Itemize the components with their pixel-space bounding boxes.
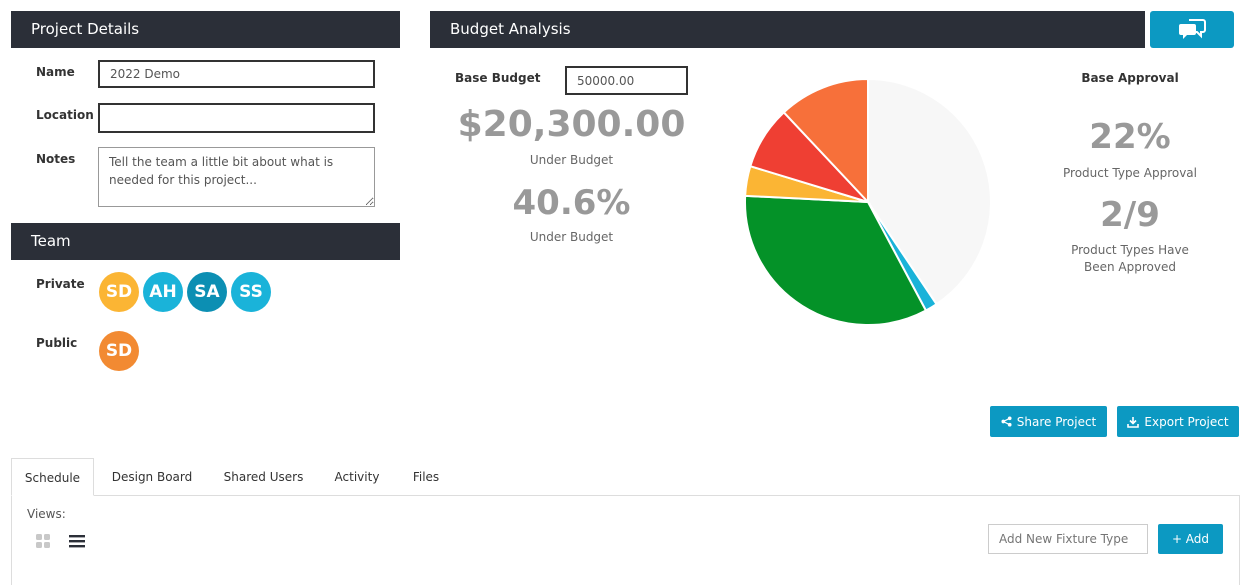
team-title: Team [31,232,71,250]
team-header: Team [11,223,400,260]
private-label: Private [36,277,85,291]
share-project-button[interactable]: Share Project [990,406,1107,437]
tab-shared-users[interactable]: Shared Users [212,458,315,496]
tab-files-label: Files [412,470,440,484]
add-fixture-type-input[interactable] [988,524,1148,554]
approval-ratio: 2/9 [1100,195,1160,235]
under-budget-amount: $20,300.00 [457,104,686,145]
views-label: Views: [27,507,66,521]
tab-content-panel [11,495,1240,585]
notes-label: Notes [36,152,76,166]
chat-bubbles-icon [1179,18,1206,39]
add-fixture-label: + Add [1171,532,1210,546]
under-budget-amount-label: Under Budget [529,153,614,167]
approval-percent-label: Product Type Approval [1063,166,1197,180]
notes-textarea[interactable]: Tell the team a little bit about what is… [98,147,375,207]
approval-ratio-label-line2: Been Approved [1084,260,1176,274]
grid-view-icon [36,534,50,548]
public-avatar-sd[interactable]: SD [99,331,139,371]
base-budget-label: Base Budget [455,71,541,85]
tab-shared-users-label: Shared Users [223,470,304,484]
download-icon [1127,416,1140,428]
export-project-label: Export Project [1144,414,1229,429]
project-details-header: Project Details [11,11,400,48]
budget-pie-chart [744,77,992,326]
pie-slice-5 [782,77,869,205]
pie-slice-0 [867,77,992,306]
tab-schedule-label: Schedule [24,471,81,485]
tab-schedule[interactable]: Schedule [11,458,94,496]
grid-view-toggle[interactable] [35,533,51,549]
name-label: Name [36,65,75,79]
private-avatar-sd[interactable]: SD [99,272,139,312]
public-label: Public [36,336,78,350]
tab-activity-label: Activity [334,470,380,484]
pie-slice-2 [744,194,928,326]
base-budget-input[interactable] [565,66,688,95]
share-project-label: Share Project [1016,414,1097,429]
list-view-toggle[interactable] [68,533,86,549]
name-input[interactable] [98,60,375,88]
list-view-icon [69,535,85,548]
add-fixture-button[interactable]: + Add [1158,524,1223,554]
private-avatar-ss[interactable]: SS [231,272,271,312]
project-details-title: Project Details [31,20,140,38]
under-budget-percent-label: Under Budget [529,230,614,244]
share-icon [1001,416,1012,427]
base-approval-title: Base Approval [1081,71,1179,85]
tab-design-board-label: Design Board [111,470,193,484]
private-avatar-ah[interactable]: AH [143,272,183,312]
tab-files[interactable]: Files [398,458,454,496]
approval-percent: 22% [1089,117,1171,157]
location-input[interactable] [98,103,375,133]
private-avatar-sa[interactable]: SA [187,272,227,312]
chat-button[interactable] [1150,11,1234,48]
approval-ratio-label-line1: Product Types Have [1071,243,1189,257]
export-project-button[interactable]: Export Project [1117,406,1239,437]
budget-analysis-title: Budget Analysis [450,20,571,38]
under-budget-percent: 40.6% [512,183,631,223]
location-label: Location [36,108,94,122]
tab-activity[interactable]: Activity [323,458,391,496]
budget-analysis-header: Budget Analysis [430,11,1145,48]
tab-design-board[interactable]: Design Board [100,458,204,496]
